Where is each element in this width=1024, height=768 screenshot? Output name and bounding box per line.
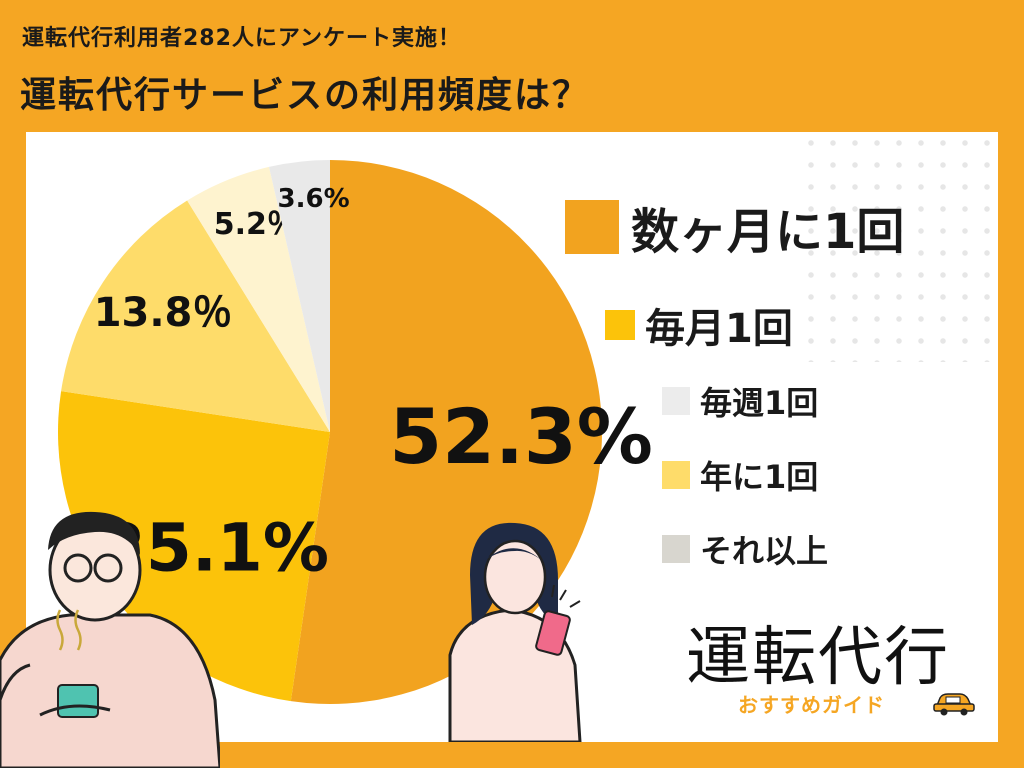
slice-percent-label: 13.8％: [94, 290, 233, 336]
legend-label: 年に1回: [700, 458, 819, 496]
legend-swatch: [565, 200, 619, 254]
legend-label: 数ヶ月に1回: [631, 204, 905, 260]
legend-label: それ以上: [700, 532, 829, 570]
slice-percent-label: 3.6%: [278, 184, 350, 214]
brand-title: 運転代行: [686, 621, 950, 695]
pie-slice: [61, 200, 330, 432]
legend-swatch: [605, 310, 635, 340]
pie-slice: [268, 160, 330, 432]
brand-logo: 運転代行 おすすめガイド: [686, 606, 986, 724]
pie-slice: [187, 166, 330, 432]
legend-item: 毎月1回: [605, 296, 793, 354]
chart-title: 運転代行サービスの利用頻度は？: [20, 75, 591, 116]
legend-swatch: [662, 461, 690, 489]
legend-item: 毎週1回: [662, 378, 818, 424]
slice-percent-label: 52.3%: [389, 392, 653, 481]
man-with-phone-illustration: [0, 511, 220, 768]
legend-swatch: [662, 535, 690, 563]
legend-item: それ以上: [662, 526, 828, 572]
header: 運転代行利用者282人にアンケート実施！ 運転代行サービスの利用頻度は？: [0, 0, 1024, 130]
brand-subtitle-bar: [686, 686, 976, 716]
dot-pattern-decoration: [800, 132, 998, 362]
car-icon: [933, 693, 975, 716]
legend-label: 毎週1回: [700, 384, 819, 422]
legend-label: 毎月1回: [645, 306, 793, 352]
legend-item: 年に1回: [662, 452, 818, 498]
brand-subtitle: おすすめガイド: [738, 693, 885, 717]
woman-with-phone-illustration: [448, 522, 582, 742]
pie-slice: [58, 391, 330, 702]
legend-item: 数ヶ月に1回: [565, 192, 904, 262]
legend-swatch: [662, 387, 690, 415]
survey-subtitle: 運転代行利用者282人にアンケート実施！: [22, 26, 462, 51]
